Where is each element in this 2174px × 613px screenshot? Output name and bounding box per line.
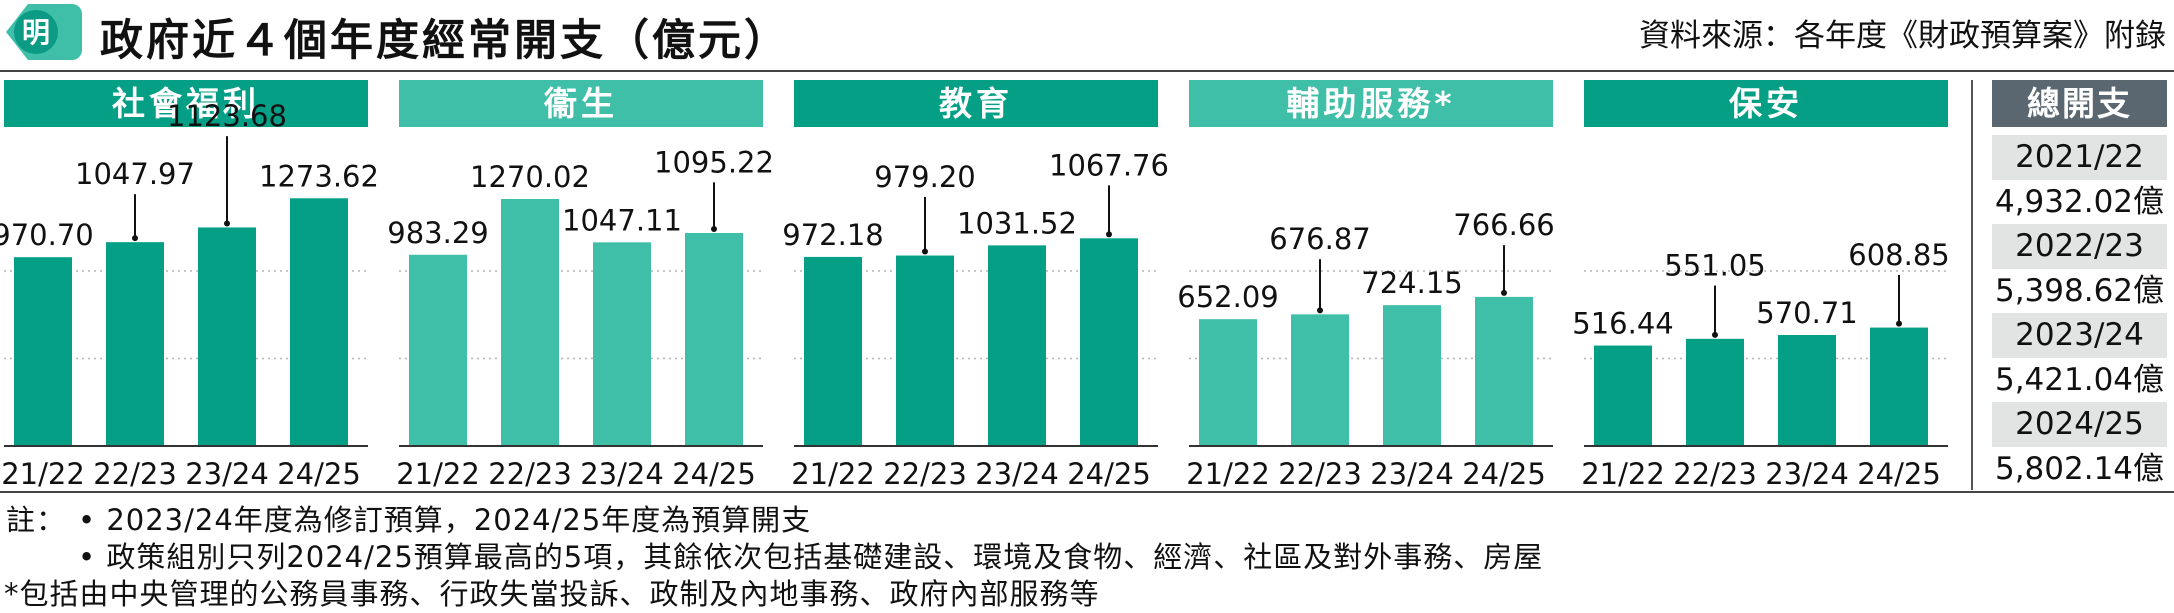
- panel-title-education: 教育: [794, 80, 1158, 127]
- data-label-5-1: 516.44: [1572, 307, 1673, 341]
- bar-1-21-22: [14, 257, 72, 446]
- tick-label-1-4: 24/25: [277, 457, 361, 491]
- bar-4-23-24: [1383, 305, 1441, 446]
- tick-label-3-1: 21/22: [791, 457, 875, 491]
- tick-label-4-3: 23/24: [1370, 457, 1454, 491]
- bar-5-23-24: [1778, 334, 1836, 446]
- page-title: 政府近４個年度經常開支（億元）: [100, 16, 790, 66]
- total-amount-2021-22: 4,932.02億: [1994, 184, 2165, 220]
- note-item-1: • 2023/24年度為修訂預算，2024/25年度為預算開支: [78, 503, 812, 537]
- tick-label-5-1: 21/22: [1581, 457, 1665, 491]
- panel-title-security: 保安: [1584, 80, 1948, 127]
- leader-dot-2-4: [711, 225, 717, 232]
- totals-divider: [1971, 80, 1973, 490]
- data-label-2-2: 1270.02: [470, 160, 590, 194]
- bar-5-24-25: [1870, 327, 1928, 446]
- tick-label-3-2: 22/23: [883, 457, 967, 491]
- data-label-4-1: 652.09: [1177, 280, 1278, 314]
- tick-label-3-3: 23/24: [975, 457, 1059, 491]
- bottom-divider: [0, 491, 2174, 493]
- total-amount-2022-23: 5,398.62億: [1994, 273, 2165, 309]
- tick-label-5-2: 22/23: [1673, 457, 1757, 491]
- bar-2-24-25: [685, 232, 743, 446]
- leader-dot-5-2: [1712, 331, 1718, 338]
- source-note: 資料來源：各年度《財政預算案》附錄: [1639, 18, 2166, 54]
- bar-3-23-24: [988, 245, 1046, 446]
- bar-1-22-23: [106, 242, 164, 446]
- data-label-4-2: 676.87: [1269, 222, 1370, 256]
- data-label-1-3: 1123.68: [167, 99, 287, 133]
- bar-5-22-23: [1686, 338, 1744, 446]
- data-label-1-2: 1047.97: [75, 157, 195, 191]
- bar-3-22-23: [896, 255, 954, 446]
- data-label-5-4: 608.85: [1848, 238, 1949, 272]
- tick-label-4-1: 21/22: [1186, 457, 1270, 491]
- bar-1-24-25: [290, 198, 348, 446]
- data-label-4-4: 766.66: [1453, 208, 1554, 242]
- tick-label-5-4: 24/25: [1857, 457, 1941, 491]
- data-label-1-4: 1273.62: [259, 159, 379, 193]
- data-label-2-3: 1047.11: [562, 203, 682, 237]
- leader-dot-5-4: [1896, 320, 1902, 327]
- bar-5-21-22: [1594, 345, 1652, 446]
- tick-label-1-3: 23/24: [185, 457, 269, 491]
- data-label-2-1: 983.29: [387, 216, 488, 250]
- footnote: *包括由中央管理的公務員事務、行政失當投訴、政制及內地事務、政府內部服務等: [4, 577, 1100, 611]
- bar-3-24-25: [1080, 238, 1138, 446]
- data-label-3-3: 1031.52: [957, 206, 1077, 240]
- panel-title-support-services: 輔助服務*: [1189, 80, 1553, 127]
- notes-label: 註：: [6, 503, 67, 537]
- data-label-1-1: 970.70: [0, 218, 94, 252]
- bar-3-21-22: [804, 256, 862, 446]
- data-label-4-3: 724.15: [1361, 266, 1462, 300]
- total-year-2022-23: 2022/23: [1992, 224, 2167, 269]
- leader-dot-3-4: [1106, 231, 1112, 238]
- panel-title-social-welfare: 社會福利: [4, 80, 368, 127]
- data-label-5-3: 570.71: [1756, 296, 1857, 330]
- ming-pao-logo: 明: [6, 4, 82, 60]
- total-year-2023-24: 2023/24: [1992, 313, 2167, 358]
- tick-label-2-1: 21/22: [396, 457, 480, 491]
- tick-label-4-2: 22/23: [1278, 457, 1362, 491]
- tick-label-2-3: 23/24: [580, 457, 664, 491]
- tick-label-3-4: 24/25: [1067, 457, 1151, 491]
- leader-dot-1-2: [132, 235, 138, 242]
- leader-dot-1-3: [224, 220, 230, 227]
- data-label-3-1: 972.18: [782, 218, 883, 252]
- bar-4-22-23: [1291, 314, 1349, 446]
- tick-label-4-4: 24/25: [1462, 457, 1546, 491]
- bar-4-24-25: [1475, 296, 1533, 446]
- data-label-3-2: 979.20: [874, 160, 975, 194]
- data-label-2-4: 1095.22: [654, 145, 774, 179]
- tick-label-1-1: 21/22: [1, 457, 85, 491]
- tick-label-2-2: 22/23: [488, 457, 572, 491]
- total-year-2021-22: 2021/22: [1992, 135, 2167, 180]
- leader-dot-4-4: [1501, 289, 1507, 296]
- bar-1-23-24: [198, 227, 256, 446]
- data-label-5-2: 551.05: [1664, 249, 1765, 283]
- logo-character: 明: [22, 16, 50, 49]
- bar-2-23-24: [593, 242, 651, 446]
- data-label-3-4: 1067.76: [1049, 148, 1169, 182]
- tick-label-2-4: 24/25: [672, 457, 756, 491]
- bar-4-21-22: [1199, 319, 1257, 446]
- total-amount-2024-25: 5,802.14億: [1994, 451, 2165, 487]
- note-item-2: • 政策組別只列2024/25預算最高的5項，其餘依次包括基礎建設、環境及食物、…: [78, 540, 1544, 574]
- total-expenditure-header: 總開支: [1992, 80, 2167, 127]
- total-amount-2023-24: 5,421.04億: [1994, 362, 2165, 398]
- total-year-2024-25: 2024/25: [1992, 402, 2167, 447]
- tick-label-5-3: 23/24: [1765, 457, 1849, 491]
- leader-dot-3-2: [922, 248, 928, 255]
- bar-2-21-22: [409, 254, 467, 446]
- top-divider: [0, 70, 2174, 72]
- leader-dot-4-2: [1317, 307, 1323, 314]
- panel-title-health: 衞生: [399, 80, 763, 127]
- bar-2-22-23: [501, 198, 559, 446]
- tick-label-1-2: 22/23: [93, 457, 177, 491]
